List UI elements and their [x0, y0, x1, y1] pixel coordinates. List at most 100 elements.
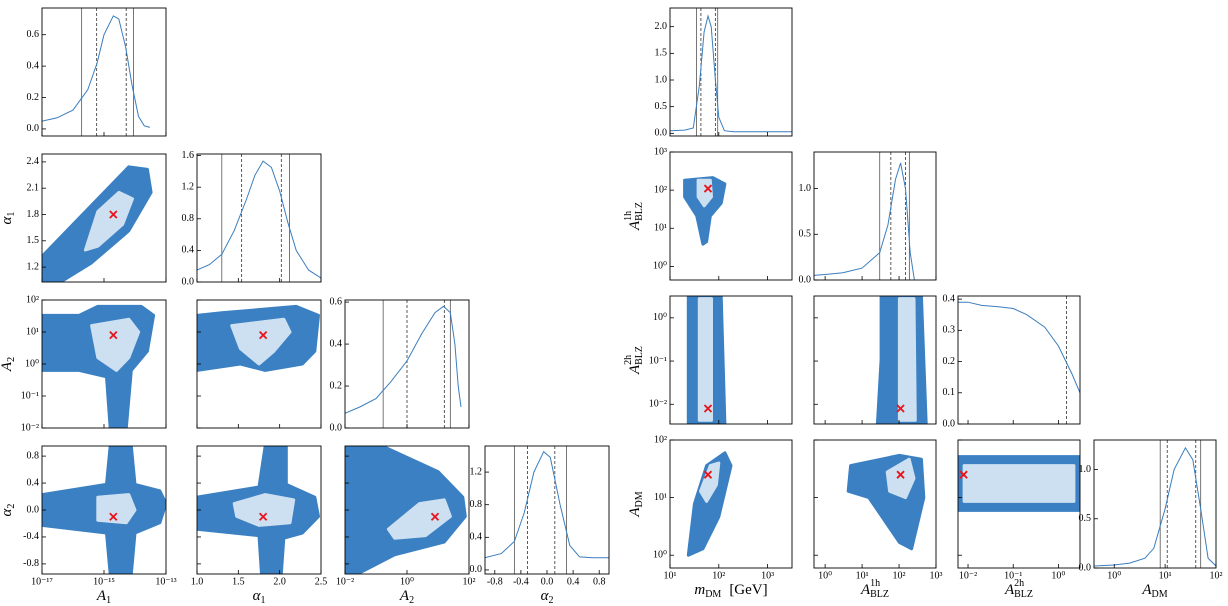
axis-label: ADM [1141, 582, 1167, 600]
y-tick-label: 1.5 [27, 235, 40, 246]
y-tick-label: 0.5 [1079, 513, 1092, 524]
x-tick-label: 0.8 [593, 576, 606, 587]
y-tick-label: 0.0 [470, 564, 483, 575]
label-symbol: A [399, 588, 410, 604]
marginal-panel: 0.0 0.5 1.0 [799, 151, 937, 285]
panel-background [670, 8, 792, 136]
y-tick-label: 0.0 [182, 276, 195, 287]
x-tick-label: 10¹ [856, 570, 869, 581]
contour-68 [90, 317, 141, 372]
marginal-panel: 0.0 0.5 1.0 10⁰ 10¹ 10² [1079, 439, 1223, 581]
label-subscript: 2 [548, 595, 553, 606]
plot-area [1094, 440, 1216, 568]
axis-label: α1 [253, 588, 266, 606]
posterior-curve [958, 301, 1080, 393]
axis-label: ABLZ2h [623, 346, 645, 375]
y-tick-label: 1.0 [655, 74, 668, 85]
x-tick-label: 10² [1210, 570, 1223, 581]
plot-area [197, 304, 320, 372]
plot-area [686, 451, 733, 557]
label-suffix: [GeV] [729, 582, 767, 598]
label-subscript: 2 [6, 357, 17, 362]
axis-label: ABLZ2h [1004, 578, 1033, 600]
panel-frame [41, 445, 167, 575]
x-tick-label: 10³ [761, 570, 774, 581]
label-symbol: α [253, 588, 262, 604]
axis-label: ABLZ1h [623, 202, 645, 231]
y-tick-label: 10⁰ [653, 312, 667, 323]
joint-panel: -0.8 -0.4 0.0 0.4 0.8 10⁻¹⁷ 10⁻¹⁵ 10⁻¹³ [23, 445, 177, 587]
label-symbol: A [860, 582, 871, 598]
y-tick-label: 10² [654, 184, 667, 195]
y-tick-label: 1.0 [799, 183, 812, 194]
panel-frame [669, 7, 793, 137]
y-tick-label: 0.4 [470, 532, 483, 543]
x-tick-label: 10⁻¹³ [155, 576, 176, 587]
axis-label: mDM [GeV] [694, 582, 767, 600]
plot-area [42, 8, 150, 136]
posterior-curve [485, 450, 609, 559]
posterior-curve [42, 15, 150, 128]
contour-95 [683, 176, 727, 246]
panel-frame [813, 295, 937, 425]
y-tick-label: 0.0 [799, 274, 812, 285]
y-tick-label: 0.8 [182, 213, 195, 224]
y-tick-label: 10⁻¹ [649, 355, 667, 366]
panel-frame [813, 439, 937, 569]
axis-label: α2 [541, 588, 554, 606]
panel-frame [957, 439, 1081, 569]
joint-panel: 10⁻² 10⁻¹ 10⁰ [649, 295, 793, 425]
plot-area [846, 453, 926, 551]
x-tick-label: 10² [712, 570, 725, 581]
plot-area [42, 304, 156, 428]
joint-panel: 10⁻² 10⁰ 10² [336, 445, 476, 587]
best-fit-marker [959, 470, 968, 479]
best-fit-marker [703, 184, 713, 193]
y-tick-label: 10⁻¹ [21, 390, 39, 401]
best-fit-marker [109, 330, 118, 340]
y-tick-label: 0.4 [27, 60, 40, 71]
x-tick-label: 10³ [930, 570, 943, 581]
contour-68 [962, 464, 1076, 503]
best-fit-marker [703, 470, 713, 479]
marginal-panel: 0.0 0.2 0.4 0.6 [27, 7, 167, 137]
label-superscript: 1h [870, 578, 880, 589]
plot-area [345, 300, 462, 428]
panel-background [670, 152, 792, 280]
plot-area [875, 296, 928, 424]
joint-panel: 10⁰ 10¹ 10² 10³ [813, 439, 943, 581]
panel-frame [344, 299, 470, 429]
contour-68 [885, 457, 916, 500]
contour-68 [897, 297, 917, 422]
plot-area [814, 152, 915, 280]
x-tick-label: 1.0 [191, 576, 204, 587]
label-symbol: A [96, 588, 107, 604]
panel-frame [41, 7, 167, 137]
panel-background [814, 152, 936, 280]
y-tick-label: 0.0 [330, 422, 343, 433]
marginal-panel: 0.0 0.1 0.2 0.3 0.4 [943, 293, 1081, 429]
x-tick-label: 2.0 [273, 576, 286, 587]
joint-panel: 1.0 1.5 2.0 2.5 [191, 445, 327, 587]
plot-area [958, 455, 1080, 512]
plot-area [683, 176, 727, 246]
x-tick-label: 10⁰ [1107, 570, 1121, 581]
label-symbol: α [0, 215, 15, 224]
best-fit-marker [703, 404, 713, 413]
panel-background [1094, 440, 1216, 568]
y-tick-label: 1.0 [1079, 464, 1092, 475]
x-tick-label: 10⁰ [818, 570, 832, 581]
axis-label: ADM [627, 491, 645, 517]
y-tick-label: 10² [26, 294, 39, 305]
label-subscript: 1 [260, 595, 265, 606]
label-superscript: 2h [623, 355, 634, 365]
joint-panel: 1.2 1.5 1.8 2.1 2.4 [27, 153, 167, 283]
panel-frame [41, 153, 167, 283]
y-tick-label: 0.8 [27, 450, 40, 461]
label-symbol: A [627, 364, 643, 375]
x-tick-label: -0.8 [487, 576, 503, 587]
y-tick-label: 10⁻² [649, 399, 667, 410]
y-tick-label: 0.0 [655, 128, 668, 139]
joint-panel: 10⁰ 10¹ 10² 10³ [653, 146, 793, 281]
